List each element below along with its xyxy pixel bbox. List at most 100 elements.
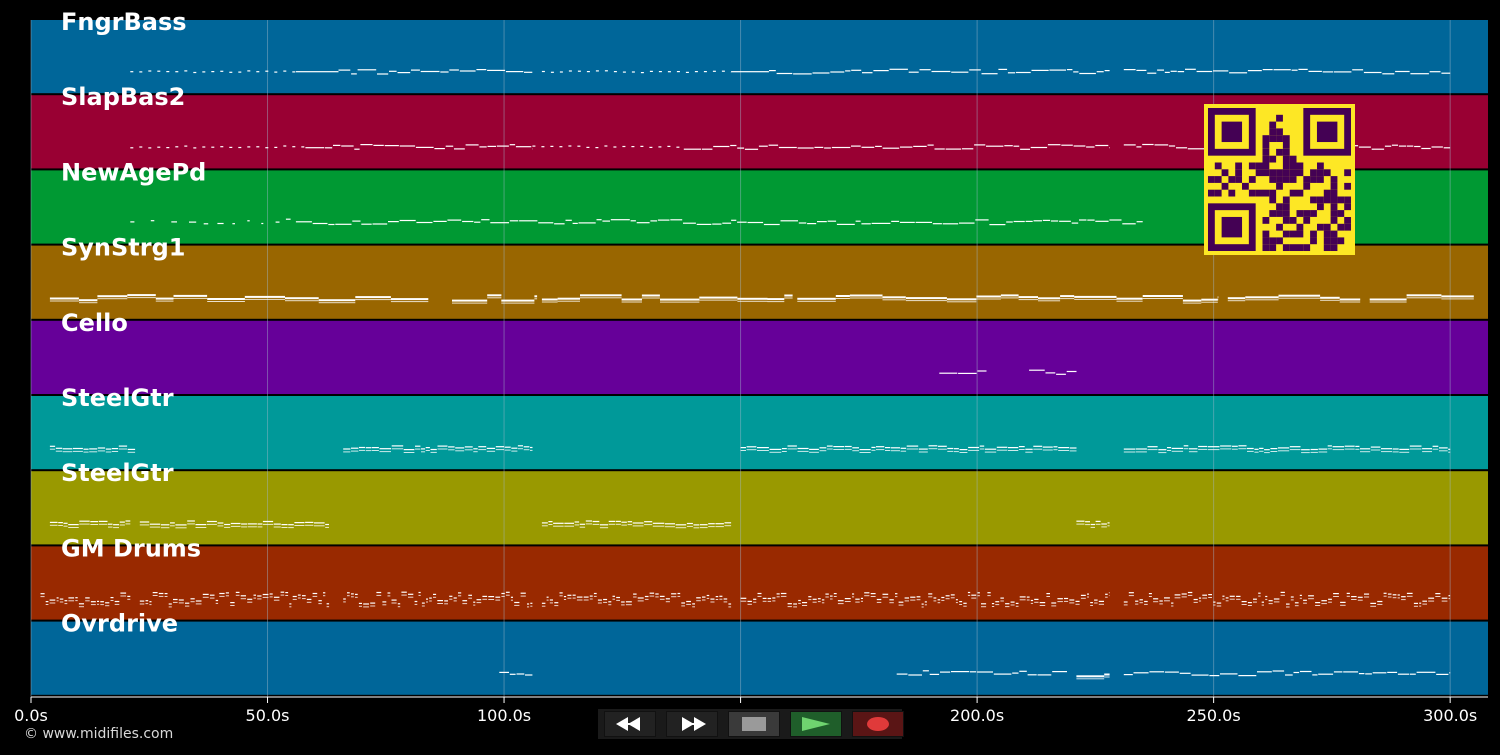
note-event <box>608 604 612 606</box>
qr-module <box>1255 162 1263 170</box>
note-event <box>712 70 716 72</box>
note-event <box>1448 451 1451 453</box>
note-event <box>241 523 247 525</box>
note-event <box>833 446 845 448</box>
note-event <box>1357 596 1363 598</box>
note-event <box>1080 597 1086 599</box>
fast-forward-button[interactable] <box>666 711 718 737</box>
note-cluster <box>130 70 296 74</box>
note-event <box>97 447 106 449</box>
track-label: FngrBass <box>61 8 187 36</box>
note-event <box>1327 445 1332 447</box>
note-event <box>706 597 710 599</box>
note-event <box>627 524 633 526</box>
note-event <box>1069 447 1077 449</box>
note-event <box>1270 448 1278 450</box>
note-event <box>433 596 437 598</box>
note-event <box>557 297 580 300</box>
note-event <box>397 603 401 605</box>
note-event <box>1318 448 1328 450</box>
note-event <box>130 71 134 73</box>
note-event <box>1247 605 1252 606</box>
note-event <box>511 450 518 452</box>
note-event <box>527 606 530 608</box>
play-button[interactable] <box>790 711 842 737</box>
note-event <box>715 596 719 598</box>
note-event <box>100 601 104 603</box>
note-event <box>360 144 373 146</box>
note-event <box>553 522 564 524</box>
qr-module <box>1262 155 1270 163</box>
note-event <box>896 673 908 675</box>
note-event <box>541 602 546 604</box>
note-event <box>391 599 397 601</box>
stop-button[interactable] <box>728 711 780 737</box>
note-event <box>387 595 391 597</box>
note-event <box>1075 600 1080 602</box>
note-event <box>946 298 977 301</box>
qr-module <box>1248 189 1256 197</box>
note-event <box>921 603 924 605</box>
qr-module <box>1323 223 1331 231</box>
note-cluster <box>1076 673 1110 680</box>
note-event <box>515 146 532 148</box>
note-event <box>1176 147 1188 149</box>
note-event <box>1101 526 1107 528</box>
note-event <box>62 451 73 453</box>
note-event <box>449 598 453 600</box>
note-event <box>797 450 809 452</box>
note-event <box>658 146 662 148</box>
note-event <box>696 597 701 599</box>
note-event <box>1000 600 1004 602</box>
note-event <box>120 592 127 594</box>
note-event <box>798 222 807 224</box>
note-event <box>352 220 361 222</box>
qr-module <box>1242 182 1249 190</box>
note-event <box>403 449 415 451</box>
note-event <box>55 447 63 449</box>
note-event <box>155 297 174 300</box>
note-event <box>312 592 318 595</box>
note-event <box>1164 71 1170 73</box>
note-event <box>1090 526 1095 528</box>
note-event <box>437 600 443 602</box>
note-event <box>1381 451 1392 453</box>
note-event <box>706 594 710 597</box>
note-event <box>1019 670 1027 672</box>
note-event <box>145 600 149 602</box>
play-icon <box>802 717 830 731</box>
qr-module <box>1276 169 1283 177</box>
note-event <box>449 595 453 597</box>
note-event <box>247 526 257 528</box>
rewind-button[interactable] <box>604 711 656 737</box>
note-event <box>637 597 644 599</box>
qr-module <box>1289 162 1297 170</box>
note-event <box>49 297 79 300</box>
note-event <box>615 523 621 525</box>
note-event <box>285 595 289 596</box>
note-event <box>1303 599 1307 601</box>
note-event <box>207 298 245 300</box>
note-event <box>1208 597 1212 598</box>
qr-module <box>1337 196 1345 204</box>
record-button[interactable] <box>852 711 904 737</box>
note-event <box>119 524 125 526</box>
note-event <box>1208 594 1212 596</box>
note-event <box>962 148 974 150</box>
note-event <box>1090 605 1093 606</box>
note-event <box>1277 450 1290 452</box>
note-event <box>261 222 264 225</box>
note-event <box>486 450 496 452</box>
note-event <box>1236 598 1241 600</box>
note-event <box>599 524 609 526</box>
note-event <box>421 448 426 450</box>
qr-module <box>1262 135 1270 143</box>
note-event <box>541 301 558 303</box>
note-event <box>728 603 732 605</box>
note-event <box>1090 602 1093 604</box>
note-event <box>757 595 762 597</box>
note-event <box>297 594 301 596</box>
note-event <box>554 605 559 607</box>
note-event <box>312 595 318 597</box>
note-event <box>814 146 824 148</box>
